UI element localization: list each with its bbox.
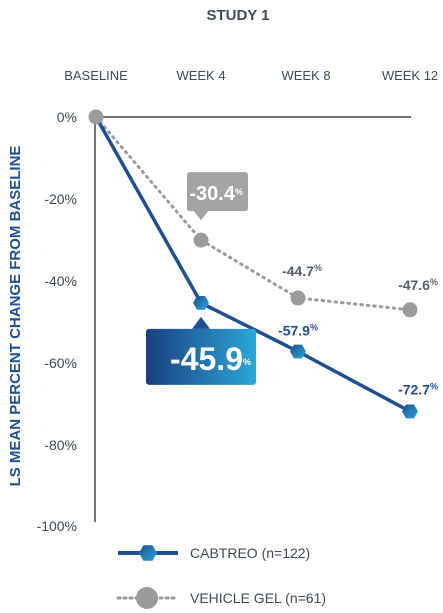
vehicle-data-point	[290, 290, 306, 306]
cabtreo-callout-label: -45.9%	[170, 341, 251, 377]
y-tick-label: -60%	[44, 355, 77, 371]
baseline-data-point	[88, 109, 104, 125]
cabtreo-week4-callout: -45.9%	[146, 316, 256, 385]
y-tick-label: -100%	[37, 518, 77, 534]
series-line-cabtreo	[94, 116, 411, 413]
y-tick-label: 0%	[57, 109, 77, 125]
legend: CABTREO (n=122) VEHICLE GEL (n=61)	[116, 545, 326, 609]
legend-hexagon-icon	[139, 545, 157, 561]
y-tick-labels: 0% -20% -40% -60% -80% -100%	[37, 109, 77, 534]
legend-item-vehicle: VEHICLE GEL (n=61)	[116, 587, 326, 609]
cabtreo-data-point	[290, 344, 306, 359]
x-tick-label: WEEK 12	[382, 68, 438, 83]
series-line-vehicle	[94, 115, 412, 312]
callout-pointer	[192, 316, 210, 329]
callout-pointer	[193, 210, 209, 221]
x-tick-labels: BASELINE WEEK 4 WEEK 8 WEEK 12	[64, 68, 438, 83]
callout-box	[146, 328, 256, 385]
cabtreo-week12-label: -72.7%	[398, 381, 438, 397]
legend-label-cabtreo: CABTREO (n=122)	[190, 545, 310, 561]
y-axis-label: LS MEAN PERCENT CHANGE FROM BASELINE	[7, 146, 24, 487]
y-tick-label: -40%	[44, 273, 77, 289]
legend-circle-icon	[136, 587, 158, 609]
vehicle-data-point	[193, 232, 209, 248]
chart-title: STUDY 1	[206, 7, 269, 24]
legend-label-vehicle: VEHICLE GEL (n=61)	[190, 590, 326, 606]
vehicle-week12-label: -47.6%	[398, 277, 438, 293]
vehicle-week4-callout: -30.4%	[187, 172, 248, 221]
legend-item-cabtreo: CABTREO (n=122)	[118, 545, 310, 561]
vehicle-callout-label: -30.4%	[189, 183, 243, 205]
x-tick-label: BASELINE	[64, 68, 128, 83]
callout-box	[187, 172, 248, 212]
data-label-layer: -30.4% -45.9% -44.7% -47.6% -57.9% -72.7%	[146, 172, 438, 397]
cabtreo-data-point	[402, 404, 418, 419]
cabtreo-week8-label: -57.9%	[278, 322, 318, 338]
y-tick-label: -80%	[44, 437, 77, 453]
vehicle-week8-label: -44.7%	[282, 263, 322, 279]
x-tick-label: WEEK 4	[176, 68, 225, 83]
vehicle-data-point	[402, 302, 418, 318]
y-tick-label: -20%	[44, 191, 77, 207]
series-layer	[88, 109, 418, 419]
cabtreo-data-point	[193, 296, 209, 310]
x-tick-label: WEEK 8	[281, 68, 330, 83]
